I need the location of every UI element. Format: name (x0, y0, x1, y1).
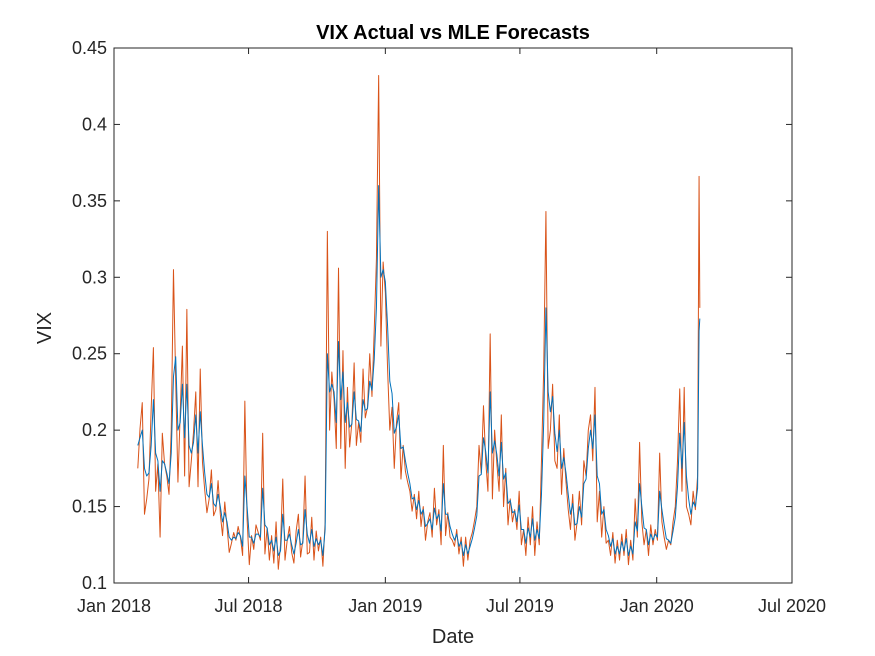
series-forecast-line (137, 185, 701, 556)
x-axis-title: Date (432, 626, 474, 648)
y-tick-label: 0.3 (82, 267, 107, 287)
x-tick-label: Jan 2018 (77, 596, 151, 616)
x-tick-label: Jul 2020 (758, 596, 826, 616)
x-tick-label: Jul 2018 (215, 596, 283, 616)
x-tick-label: Jan 2020 (620, 596, 694, 616)
y-axis-ticks: 0.1 0.15 0.2 0.25 0.3 0.35 0.4 0.45 (72, 38, 792, 593)
chart-title: VIX Actual vs MLE Forecasts (316, 22, 590, 44)
series-layer (137, 75, 701, 570)
x-tick-label: Jan 2019 (348, 596, 422, 616)
plot-area (114, 48, 792, 583)
y-tick-label: 0.2 (82, 420, 107, 440)
x-axis-ticks: Jan 2018 Jul 2018 Jan 2019 Jul 2019 Jan 2020… (77, 48, 826, 616)
y-tick-label: 0.35 (72, 191, 107, 211)
y-axis-title: VIX (34, 312, 56, 344)
y-tick-label: 0.15 (72, 497, 107, 517)
plot-frame (113, 47, 793, 584)
y-tick-label: 0.1 (82, 573, 107, 593)
y-tick-label: 0.45 (72, 38, 107, 58)
x-tick-label: Jul 2019 (486, 596, 554, 616)
y-tick-label: 0.25 (72, 344, 107, 364)
y-tick-label: 0.4 (82, 114, 107, 134)
